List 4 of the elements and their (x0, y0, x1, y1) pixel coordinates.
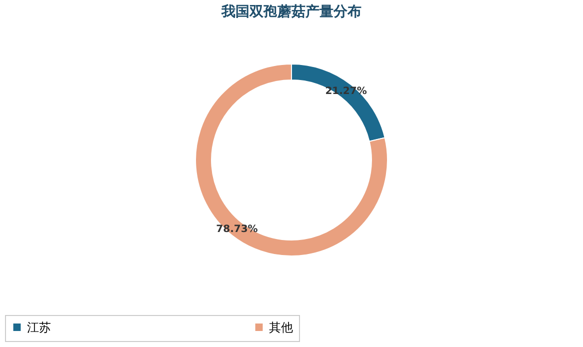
chart-title: 我国双孢蘑菇产量分布 (220, 3, 362, 20)
legend-label: 江苏 (27, 320, 51, 334)
donut-slice (195, 64, 388, 256)
legend-label: 其他 (269, 320, 293, 334)
